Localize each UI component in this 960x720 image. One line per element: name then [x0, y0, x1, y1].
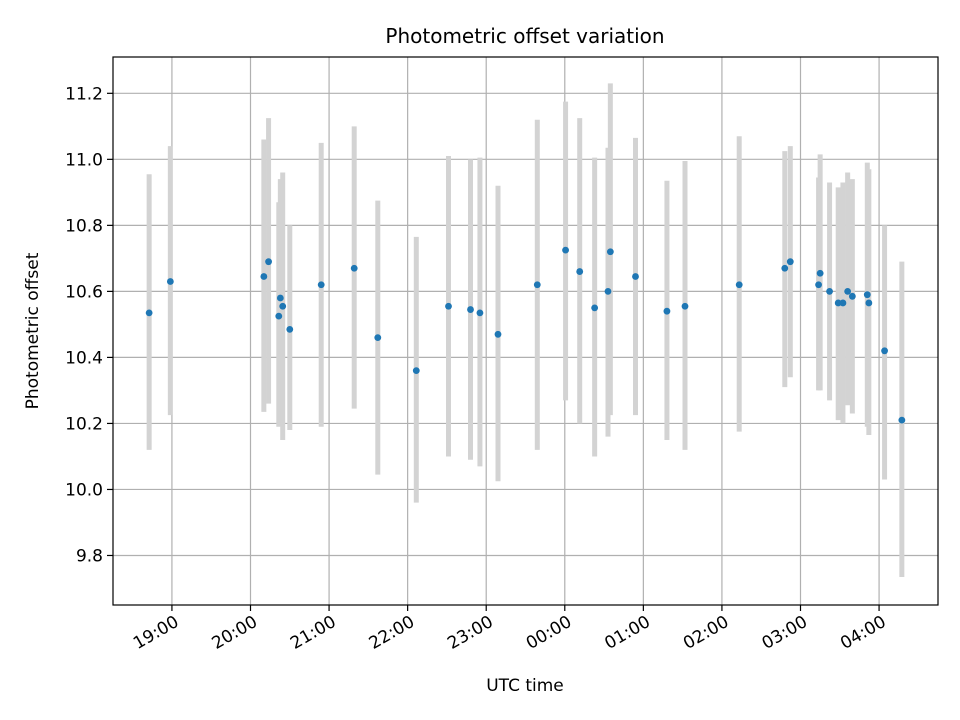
data-point [663, 307, 671, 315]
data-point [848, 292, 856, 300]
chart-title: Photometric offset variation [385, 24, 664, 48]
data-point [826, 287, 833, 295]
data-point [863, 291, 871, 299]
data-point [533, 281, 541, 289]
data-point [865, 299, 873, 307]
data-point [467, 306, 474, 313]
y-tick-label: 9.8 [76, 546, 103, 566]
data-point [260, 273, 268, 280]
data-point [476, 309, 484, 317]
data-point [786, 258, 794, 266]
data-point [286, 325, 294, 333]
data-point [276, 294, 284, 302]
data-point [350, 264, 358, 272]
data-point [275, 312, 283, 320]
data-point [781, 264, 789, 272]
data-point [844, 287, 852, 295]
data-point [562, 246, 569, 254]
data-point [815, 281, 822, 289]
data-point [881, 347, 888, 355]
data-point [591, 304, 599, 312]
y-tick-label: 11.2 [65, 84, 103, 104]
data-point [632, 273, 639, 280]
data-point [445, 302, 452, 310]
y-axis-title: Photometric offset [23, 252, 43, 409]
grid [113, 57, 938, 605]
data-point [576, 268, 584, 275]
y-tick-label: 10.2 [65, 414, 103, 434]
data-points [145, 246, 906, 424]
y-tick-label: 10.0 [65, 480, 103, 500]
data-point [374, 334, 382, 342]
data-point [681, 302, 689, 310]
y-tick-label: 10.4 [65, 348, 103, 368]
y-tick-label: 11.0 [65, 150, 103, 170]
data-point [898, 416, 906, 424]
data-point [834, 299, 842, 307]
data-point [317, 281, 325, 289]
data-point [412, 367, 420, 375]
data-point [494, 330, 502, 338]
data-point [279, 302, 287, 310]
plot-area-frame [112, 56, 939, 606]
data-point [816, 269, 824, 277]
y-tick-label: 10.6 [65, 282, 103, 302]
x-axis-title: UTC time [486, 676, 564, 696]
data-point [265, 258, 272, 266]
data-point [145, 309, 153, 317]
data-point [606, 248, 614, 256]
data-point [839, 299, 847, 307]
data-point [604, 287, 612, 295]
data-point [735, 281, 743, 289]
data-point [166, 278, 174, 285]
y-tick-label: 10.8 [65, 216, 103, 236]
